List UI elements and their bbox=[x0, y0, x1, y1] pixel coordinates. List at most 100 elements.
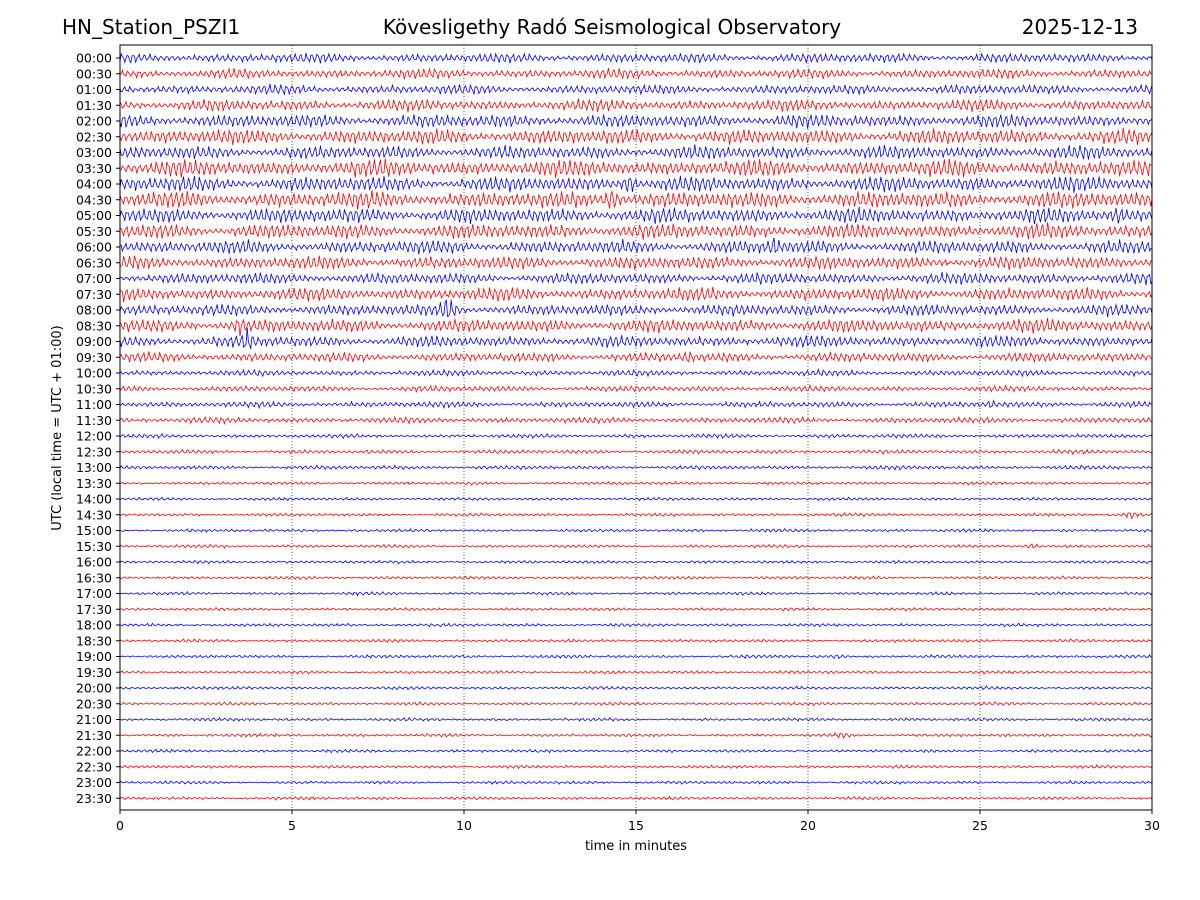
x-axis-label: time in minutes bbox=[585, 839, 687, 854]
y-tick-label: 21:30 bbox=[76, 728, 112, 743]
trace-line bbox=[119, 432, 1153, 440]
y-tick-label: 13:30 bbox=[76, 476, 112, 491]
trace-line bbox=[119, 685, 1152, 691]
y-tick-label: 02:00 bbox=[76, 114, 112, 129]
y-tick-label: 06:30 bbox=[76, 255, 112, 270]
y-tick-label: 16:30 bbox=[76, 570, 112, 585]
x-tick-label: 0 bbox=[116, 818, 124, 833]
trace-line bbox=[119, 527, 1153, 533]
trace-line bbox=[119, 237, 1153, 255]
y-tick-label: 11:30 bbox=[76, 413, 112, 428]
trace-line bbox=[119, 67, 1153, 80]
trace-line bbox=[119, 399, 1153, 410]
trace-line bbox=[119, 317, 1153, 337]
trace-line bbox=[119, 114, 1153, 129]
y-tick-label: 07:30 bbox=[76, 287, 112, 302]
trace-line bbox=[119, 255, 1153, 271]
y-tick-label: 04:00 bbox=[76, 177, 112, 192]
x-tick-label: 10 bbox=[456, 818, 472, 833]
y-tick-label: 13:00 bbox=[76, 460, 112, 475]
trace-line bbox=[119, 779, 1153, 786]
trace-line bbox=[119, 732, 1153, 740]
trace-line bbox=[119, 622, 1153, 628]
date-title: 2025-12-13 bbox=[1021, 15, 1138, 39]
trace-line bbox=[119, 351, 1153, 364]
trace-line bbox=[119, 271, 1153, 286]
y-tick-label: 15:30 bbox=[76, 539, 112, 554]
trace-line bbox=[119, 384, 1153, 394]
trace-line bbox=[119, 543, 1152, 549]
trace-line bbox=[119, 299, 1153, 318]
y-tick-label: 09:30 bbox=[76, 350, 112, 365]
trace-line bbox=[119, 83, 1153, 96]
trace-line bbox=[119, 653, 1153, 660]
y-tick-label: 10:30 bbox=[76, 381, 112, 396]
y-tick-label: 17:00 bbox=[76, 586, 112, 601]
trace-line bbox=[119, 575, 1153, 581]
trace-line bbox=[119, 127, 1153, 146]
y-tick-label: 23:00 bbox=[76, 775, 112, 790]
trace-line bbox=[119, 327, 1153, 349]
y-tick-label: 05:00 bbox=[76, 208, 112, 223]
trace-line bbox=[119, 464, 1153, 471]
trace-line bbox=[120, 748, 1153, 754]
y-tick-label: 20:30 bbox=[76, 696, 112, 711]
trace-line bbox=[119, 175, 1153, 193]
trace-line bbox=[119, 795, 1153, 801]
x-tick-label: 5 bbox=[288, 818, 296, 833]
y-axis-label: UTC (local time = UTC + 01:00) bbox=[50, 325, 65, 530]
y-tick-label: 21:00 bbox=[76, 712, 112, 727]
trace-line bbox=[119, 189, 1153, 210]
y-tick-label: 16:00 bbox=[76, 555, 112, 570]
trace-line bbox=[119, 367, 1153, 378]
trace-line bbox=[119, 415, 1153, 426]
trace-line bbox=[119, 206, 1153, 225]
trace-line bbox=[119, 158, 1153, 178]
x-tick-label: 25 bbox=[972, 818, 988, 833]
y-tick-label: 08:30 bbox=[76, 318, 112, 333]
trace-line bbox=[119, 716, 1153, 722]
y-tick-label: 00:00 bbox=[76, 51, 112, 66]
y-tick-label: 14:30 bbox=[76, 507, 112, 522]
y-tick-label: 03:30 bbox=[76, 161, 112, 176]
trace-line bbox=[119, 559, 1153, 565]
trace-line bbox=[119, 286, 1153, 303]
y-tick-label: 18:00 bbox=[76, 618, 112, 633]
y-tick-label: 23:30 bbox=[76, 791, 112, 806]
chart-title: Kövesligethy Radó Seismological Observat… bbox=[382, 15, 842, 39]
y-tick-label: 22:30 bbox=[76, 759, 112, 774]
y-tick-label: 07:00 bbox=[76, 271, 112, 286]
y-tick-label: 11:00 bbox=[76, 397, 112, 412]
y-tick-label: 06:00 bbox=[76, 240, 112, 255]
y-tick-label: 01:30 bbox=[76, 98, 112, 113]
trace-line bbox=[119, 52, 1153, 64]
grid-lines bbox=[291, 45, 981, 810]
y-tick-label: 17:30 bbox=[76, 602, 112, 617]
station-title: HN_Station_PSZI1 bbox=[62, 15, 241, 39]
y-tick-label: 22:00 bbox=[76, 744, 112, 759]
y-tick-label: 10:00 bbox=[76, 366, 112, 381]
y-tick-label: 12:30 bbox=[76, 444, 112, 459]
y-tick-label: 19:30 bbox=[76, 665, 112, 680]
trace-line bbox=[119, 144, 1153, 160]
trace-line bbox=[119, 480, 1153, 486]
y-tick-label: 05:30 bbox=[76, 224, 112, 239]
y-tick-label: 08:00 bbox=[76, 303, 112, 318]
trace-line bbox=[119, 590, 1153, 597]
y-tick-label: 00:30 bbox=[76, 66, 112, 81]
trace-line bbox=[119, 448, 1153, 456]
trace-line bbox=[119, 222, 1153, 240]
y-tick-label: 04:30 bbox=[76, 192, 112, 207]
x-tick-label: 30 bbox=[1144, 818, 1160, 833]
trace-line bbox=[119, 638, 1153, 644]
y-tick-label: 14:00 bbox=[76, 492, 112, 507]
trace-line bbox=[119, 511, 1153, 520]
trace-line bbox=[120, 700, 1153, 707]
x-tick-label: 15 bbox=[628, 818, 644, 833]
y-tick-label: 15:00 bbox=[76, 523, 112, 538]
trace-line bbox=[119, 763, 1153, 770]
trace-line bbox=[119, 669, 1153, 675]
seismic-traces bbox=[119, 52, 1153, 801]
trace-line bbox=[119, 98, 1153, 113]
